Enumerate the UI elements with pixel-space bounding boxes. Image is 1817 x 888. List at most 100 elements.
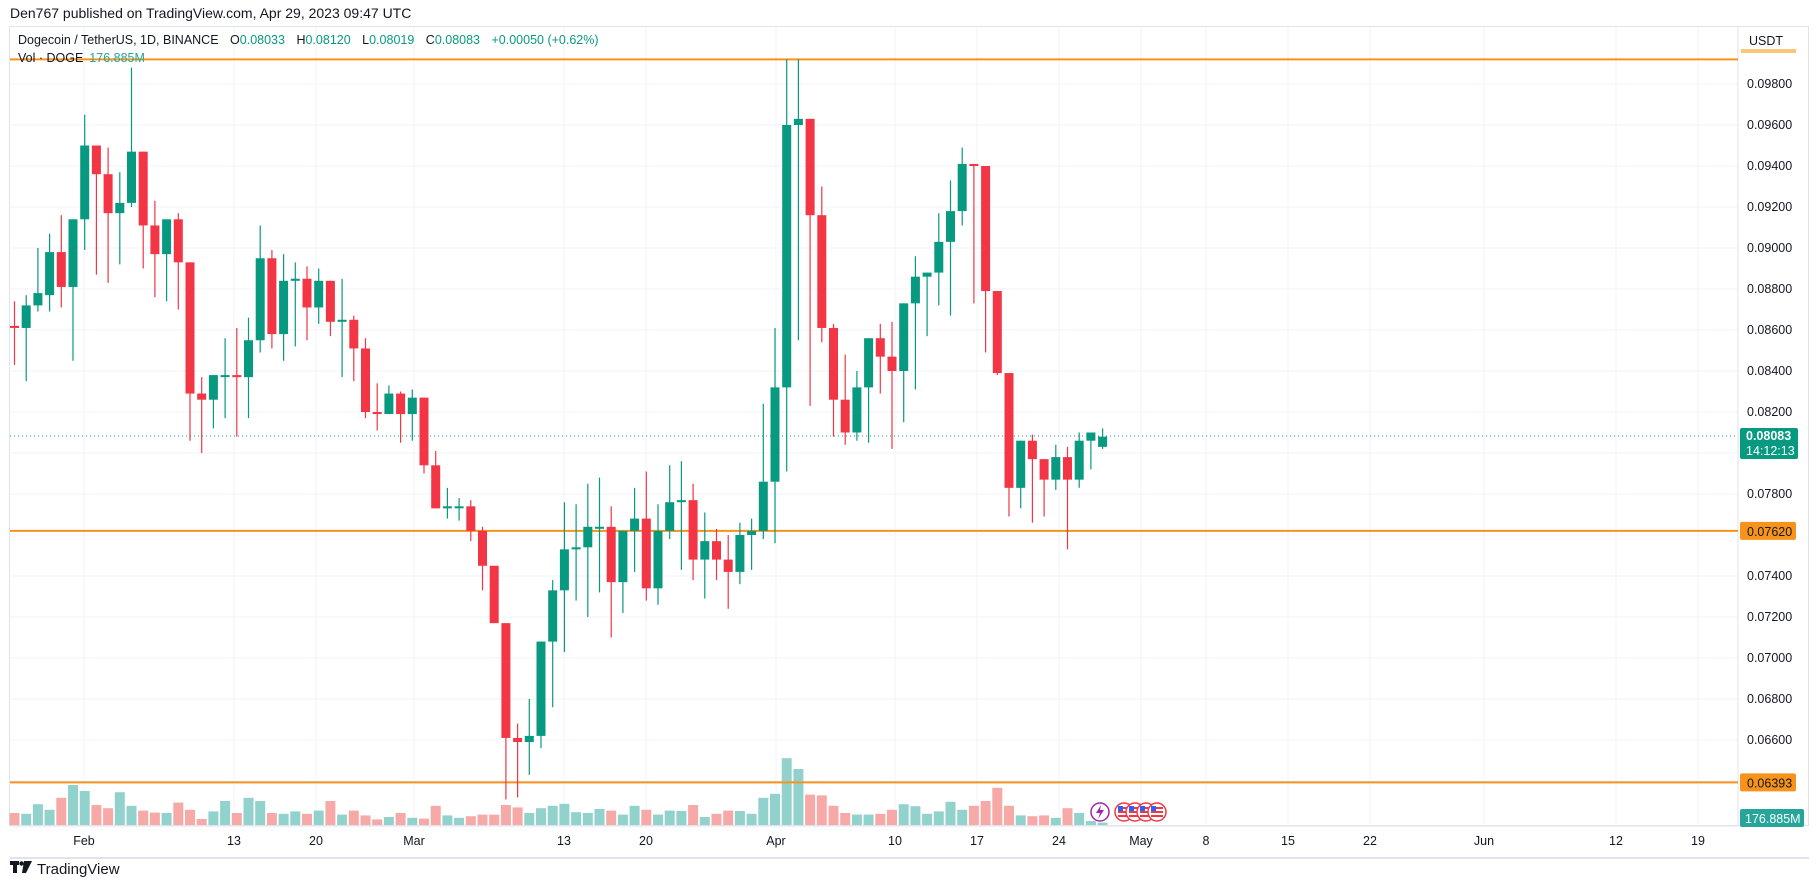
volume-bar — [407, 817, 418, 825]
candle — [700, 512, 710, 599]
candle — [244, 317, 253, 419]
candle — [185, 262, 195, 441]
time-tick-label: 12 — [1609, 834, 1623, 848]
volume-bar — [266, 813, 277, 825]
volume-bar — [793, 769, 804, 825]
volume-bar — [1097, 822, 1108, 825]
candle — [875, 323, 885, 394]
volume-bar — [337, 814, 348, 825]
candle — [957, 147, 967, 226]
volume-bar — [68, 785, 78, 825]
candle — [583, 483, 593, 617]
volume-label[interactable]: Vol · DOGE — [18, 51, 84, 65]
candle — [1027, 434, 1037, 523]
candle — [501, 623, 511, 800]
candle — [302, 266, 312, 341]
volume-bar — [781, 758, 792, 825]
volume-bar — [1027, 816, 1038, 825]
close-value: 0.08083 — [434, 33, 480, 47]
volume-bar — [442, 815, 453, 825]
candle — [981, 166, 991, 353]
price-tick-label: 0.08400 — [1747, 364, 1792, 378]
candle — [290, 262, 300, 347]
candle — [793, 59, 803, 341]
volume-bar — [9, 813, 20, 825]
candle — [1086, 432, 1096, 470]
volume-bar — [500, 805, 511, 825]
time-tick-label: 13 — [227, 834, 241, 848]
candle — [138, 151, 148, 269]
candle — [548, 580, 558, 708]
volume-bar — [734, 811, 745, 825]
level-price-badge — [1740, 521, 1796, 540]
price-tick-label: 0.07800 — [1747, 487, 1792, 501]
time-tick-label: 24 — [1052, 834, 1066, 848]
candle — [571, 504, 581, 601]
brand-name[interactable]: TradingView — [37, 861, 120, 878]
volume-bar — [688, 805, 699, 825]
price-tick-label: 0.09600 — [1747, 118, 1792, 132]
volume-bar — [138, 810, 149, 825]
svg-text:0.06393: 0.06393 — [1747, 776, 1792, 790]
volume-bar — [477, 814, 488, 825]
currency-label[interactable]: USDT — [1749, 34, 1783, 48]
symbol-legend: Dogecoin / TetherUS, 1D, BINANCE O0.0803… — [18, 33, 599, 47]
volume-bar — [524, 813, 535, 825]
candle — [934, 213, 944, 306]
price-tick-label: 0.07000 — [1747, 651, 1792, 665]
candle — [1051, 444, 1061, 490]
volume-bar — [1085, 821, 1096, 825]
candle — [478, 526, 487, 591]
candle — [267, 250, 277, 349]
volume-bar — [21, 813, 32, 825]
price-tick-label: 0.08200 — [1747, 405, 1792, 419]
time-tick-label: Jun — [1474, 834, 1494, 848]
price-tick-label: 0.09400 — [1747, 159, 1792, 173]
volume-bar — [945, 801, 956, 825]
candle — [442, 487, 452, 519]
candle — [653, 504, 663, 605]
time-tick-label: Mar — [403, 834, 425, 848]
candle — [1039, 459, 1049, 517]
candle — [21, 295, 31, 382]
event-markers[interactable] — [1090, 802, 1167, 822]
candle — [1004, 373, 1014, 517]
time-tick-label: 20 — [639, 834, 653, 848]
volume-bar — [653, 814, 663, 825]
time-tick-label: 17 — [970, 834, 984, 848]
volume-bar — [325, 801, 336, 825]
volume-bar — [1004, 805, 1014, 825]
level-price-badge — [1740, 773, 1796, 792]
time-tick-label: May — [1129, 834, 1153, 848]
time-tick-label: 8 — [1203, 834, 1210, 848]
volume-bar — [617, 814, 628, 825]
candle — [314, 268, 324, 324]
volume-bar — [313, 810, 324, 825]
volume-bar — [536, 808, 546, 825]
price-tick-label: 0.06800 — [1747, 692, 1792, 706]
candle — [899, 303, 909, 423]
candle — [910, 256, 920, 390]
price-tick-label: 0.07200 — [1747, 610, 1792, 624]
price-tick-label: 0.08600 — [1747, 323, 1792, 337]
candle — [524, 699, 534, 775]
candle — [1016, 440, 1026, 509]
candle — [665, 465, 675, 540]
volume-bar — [372, 819, 383, 825]
volume-bar — [910, 806, 921, 825]
volume-bar — [770, 793, 780, 825]
candle — [630, 487, 640, 572]
time-tick-label: Apr — [766, 834, 785, 848]
symbol-title[interactable]: Dogecoin / TetherUS, 1D, BINANCE — [18, 33, 219, 47]
candle — [220, 338, 230, 419]
time-tick-label: 20 — [309, 834, 323, 848]
candle — [384, 385, 394, 415]
candle — [45, 233, 55, 312]
open-value: 0.08033 — [239, 33, 285, 47]
candle — [758, 403, 768, 540]
volume-bar — [1062, 808, 1073, 825]
volume-bar — [805, 794, 816, 825]
last-price-badge — [1740, 427, 1798, 459]
svg-text:0.08083: 0.08083 — [1746, 429, 1791, 443]
